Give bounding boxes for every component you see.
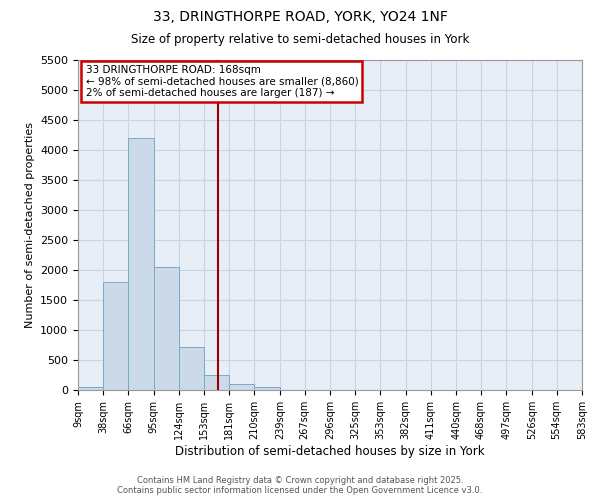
- Y-axis label: Number of semi-detached properties: Number of semi-detached properties: [25, 122, 35, 328]
- Bar: [254, 387, 280, 390]
- Bar: [78, 387, 103, 390]
- Text: 33, DRINGTHORPE ROAD, YORK, YO24 1NF: 33, DRINGTHORPE ROAD, YORK, YO24 1NF: [152, 10, 448, 24]
- Text: Size of property relative to semi-detached houses in York: Size of property relative to semi-detach…: [131, 32, 469, 46]
- Bar: [103, 282, 128, 390]
- Bar: [205, 375, 229, 390]
- Bar: [128, 138, 154, 390]
- Bar: [179, 347, 205, 390]
- Text: Contains HM Land Registry data © Crown copyright and database right 2025.
Contai: Contains HM Land Registry data © Crown c…: [118, 476, 482, 495]
- Bar: [229, 384, 254, 390]
- X-axis label: Distribution of semi-detached houses by size in York: Distribution of semi-detached houses by …: [175, 444, 485, 458]
- Bar: [154, 267, 179, 390]
- Text: 33 DRINGTHORPE ROAD: 168sqm
← 98% of semi-detached houses are smaller (8,860)
2%: 33 DRINGTHORPE ROAD: 168sqm ← 98% of sem…: [86, 65, 358, 98]
